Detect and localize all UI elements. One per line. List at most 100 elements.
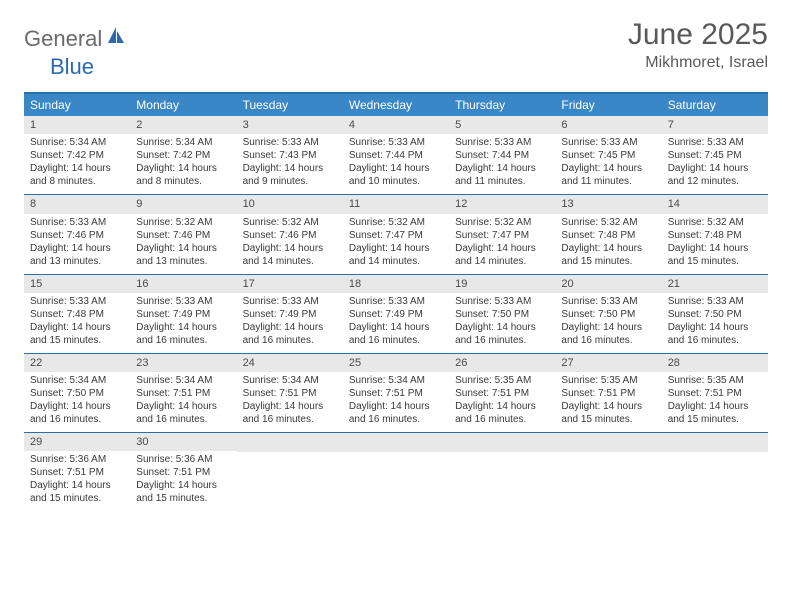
day-cell: 4 Sunrise: 5:33 AMSunset: 7:44 PMDaylight… xyxy=(343,116,449,194)
sunset-line: Sunset: 7:48 PM xyxy=(561,229,655,242)
day-cell: 18Sunrise: 5:33 AMSunset: 7:49 PMDayligh… xyxy=(343,275,449,353)
sunset-line: Sunset: 7:42 PM xyxy=(136,149,230,162)
day-info: Sunrise: 5:35 AMSunset: 7:51 PMDaylight:… xyxy=(555,372,661,432)
daylight-line: Daylight: 14 hours and 16 minutes. xyxy=(349,400,443,426)
sunrise-line: Sunrise: 5:32 AM xyxy=(243,216,337,229)
day-info: Sunrise: 5:34 AMSunset: 7:42 PMDaylight:… xyxy=(24,134,130,194)
day-info: Sunrise: 5:32 AMSunset: 7:48 PMDaylight:… xyxy=(555,214,661,274)
day-header: Sunday xyxy=(24,94,130,116)
day-cell: 24Sunrise: 5:34 AMSunset: 7:51 PMDayligh… xyxy=(237,354,343,432)
sunrise-line: Sunrise: 5:33 AM xyxy=(349,136,443,149)
daylight-line: Daylight: 14 hours and 16 minutes. xyxy=(561,321,655,347)
daylight-line: Daylight: 14 hours and 15 minutes. xyxy=(30,321,124,347)
day-number: 9 xyxy=(130,195,236,213)
day-number: 18 xyxy=(343,275,449,293)
day-number xyxy=(555,433,661,452)
sunrise-line: Sunrise: 5:32 AM xyxy=(136,216,230,229)
sunrise-line: Sunrise: 5:32 AM xyxy=(561,216,655,229)
daylight-line: Daylight: 14 hours and 8 minutes. xyxy=(136,162,230,188)
day-number: 13 xyxy=(555,195,661,213)
day-number: 5 xyxy=(449,116,555,134)
sunset-line: Sunset: 7:47 PM xyxy=(455,229,549,242)
sunrise-line: Sunrise: 5:32 AM xyxy=(349,216,443,229)
calendar-page: General June 2025 Mikhmoret, Israel Blue… xyxy=(0,0,792,530)
day-number: 19 xyxy=(449,275,555,293)
day-number xyxy=(449,433,555,452)
day-info: Sunrise: 5:33 AMSunset: 7:45 PMDaylight:… xyxy=(662,134,768,194)
day-header: Saturday xyxy=(662,94,768,116)
day-number: 28 xyxy=(662,354,768,372)
week-row: 15Sunrise: 5:33 AMSunset: 7:48 PMDayligh… xyxy=(24,275,768,354)
sunset-line: Sunset: 7:49 PM xyxy=(349,308,443,321)
day-info: Sunrise: 5:33 AMSunset: 7:43 PMDaylight:… xyxy=(237,134,343,194)
day-cell: 30Sunrise: 5:36 AMSunset: 7:51 PMDayligh… xyxy=(130,433,236,512)
sunset-line: Sunset: 7:44 PM xyxy=(349,149,443,162)
sunrise-line: Sunrise: 5:36 AM xyxy=(136,453,230,466)
sunset-line: Sunset: 7:51 PM xyxy=(136,466,230,479)
day-info: Sunrise: 5:35 AMSunset: 7:51 PMDaylight:… xyxy=(449,372,555,432)
calendar-grid: SundayMondayTuesdayWednesdayThursdayFrid… xyxy=(24,92,768,512)
day-info xyxy=(662,452,768,512)
sunrise-line: Sunrise: 5:32 AM xyxy=(455,216,549,229)
sunset-line: Sunset: 7:51 PM xyxy=(561,387,655,400)
day-header: Friday xyxy=(555,94,661,116)
sunrise-line: Sunrise: 5:33 AM xyxy=(455,136,549,149)
day-info: Sunrise: 5:33 AMSunset: 7:49 PMDaylight:… xyxy=(130,293,236,353)
day-number: 17 xyxy=(237,275,343,293)
daylight-line: Daylight: 14 hours and 15 minutes. xyxy=(30,479,124,505)
day-number: 27 xyxy=(555,354,661,372)
sunset-line: Sunset: 7:46 PM xyxy=(30,229,124,242)
sunset-line: Sunset: 7:50 PM xyxy=(561,308,655,321)
day-cell: 14Sunrise: 5:32 AMSunset: 7:48 PMDayligh… xyxy=(662,195,768,273)
day-cell: 17Sunrise: 5:33 AMSunset: 7:49 PMDayligh… xyxy=(237,275,343,353)
day-info: Sunrise: 5:32 AMSunset: 7:48 PMDaylight:… xyxy=(662,214,768,274)
daylight-line: Daylight: 14 hours and 16 minutes. xyxy=(668,321,762,347)
week-row: 29Sunrise: 5:36 AMSunset: 7:51 PMDayligh… xyxy=(24,433,768,512)
daylight-line: Daylight: 14 hours and 14 minutes. xyxy=(243,242,337,268)
day-number: 4 xyxy=(343,116,449,134)
sunrise-line: Sunrise: 5:33 AM xyxy=(243,295,337,308)
brand-general: General xyxy=(24,26,102,52)
day-cell xyxy=(662,433,768,512)
day-info: Sunrise: 5:33 AMSunset: 7:50 PMDaylight:… xyxy=(555,293,661,353)
daylight-line: Daylight: 14 hours and 16 minutes. xyxy=(455,321,549,347)
day-info: Sunrise: 5:34 AMSunset: 7:51 PMDaylight:… xyxy=(237,372,343,432)
day-header: Monday xyxy=(130,94,236,116)
sunrise-line: Sunrise: 5:34 AM xyxy=(136,374,230,387)
sunrise-line: Sunrise: 5:35 AM xyxy=(455,374,549,387)
sunrise-line: Sunrise: 5:32 AM xyxy=(668,216,762,229)
day-cell xyxy=(343,433,449,512)
day-info: Sunrise: 5:34 AMSunset: 7:51 PMDaylight:… xyxy=(130,372,236,432)
day-info xyxy=(343,452,449,512)
sunset-line: Sunset: 7:46 PM xyxy=(136,229,230,242)
daylight-line: Daylight: 14 hours and 16 minutes. xyxy=(349,321,443,347)
day-info: Sunrise: 5:32 AMSunset: 7:47 PMDaylight:… xyxy=(343,214,449,274)
day-cell: 10Sunrise: 5:32 AMSunset: 7:46 PMDayligh… xyxy=(237,195,343,273)
day-info: Sunrise: 5:36 AMSunset: 7:51 PMDaylight:… xyxy=(130,451,236,511)
sunrise-line: Sunrise: 5:33 AM xyxy=(30,295,124,308)
day-info: Sunrise: 5:33 AMSunset: 7:49 PMDaylight:… xyxy=(343,293,449,353)
sunrise-line: Sunrise: 5:34 AM xyxy=(349,374,443,387)
day-number: 2 xyxy=(130,116,236,134)
day-number xyxy=(662,433,768,452)
day-cell: 5Sunrise: 5:33 AMSunset: 7:44 PMDaylight… xyxy=(449,116,555,194)
day-cell: 12Sunrise: 5:32 AMSunset: 7:47 PMDayligh… xyxy=(449,195,555,273)
daylight-line: Daylight: 14 hours and 15 minutes. xyxy=(136,479,230,505)
daylight-line: Daylight: 14 hours and 10 minutes. xyxy=(349,162,443,188)
daylight-line: Daylight: 14 hours and 16 minutes. xyxy=(136,321,230,347)
daylight-line: Daylight: 14 hours and 15 minutes. xyxy=(561,400,655,426)
day-number: 1 xyxy=(24,116,130,134)
day-cell: 27Sunrise: 5:35 AMSunset: 7:51 PMDayligh… xyxy=(555,354,661,432)
week-row: 8Sunrise: 5:33 AMSunset: 7:46 PMDaylight… xyxy=(24,195,768,274)
day-number: 3 xyxy=(237,116,343,134)
day-info: Sunrise: 5:33 AMSunset: 7:45 PMDaylight:… xyxy=(555,134,661,194)
sail-icon xyxy=(106,25,126,50)
day-number xyxy=(343,433,449,452)
sunrise-line: Sunrise: 5:33 AM xyxy=(668,136,762,149)
day-number: 22 xyxy=(24,354,130,372)
day-number: 26 xyxy=(449,354,555,372)
sunset-line: Sunset: 7:51 PM xyxy=(30,466,124,479)
daylight-line: Daylight: 14 hours and 15 minutes. xyxy=(561,242,655,268)
sunset-line: Sunset: 7:51 PM xyxy=(349,387,443,400)
sunset-line: Sunset: 7:50 PM xyxy=(30,387,124,400)
